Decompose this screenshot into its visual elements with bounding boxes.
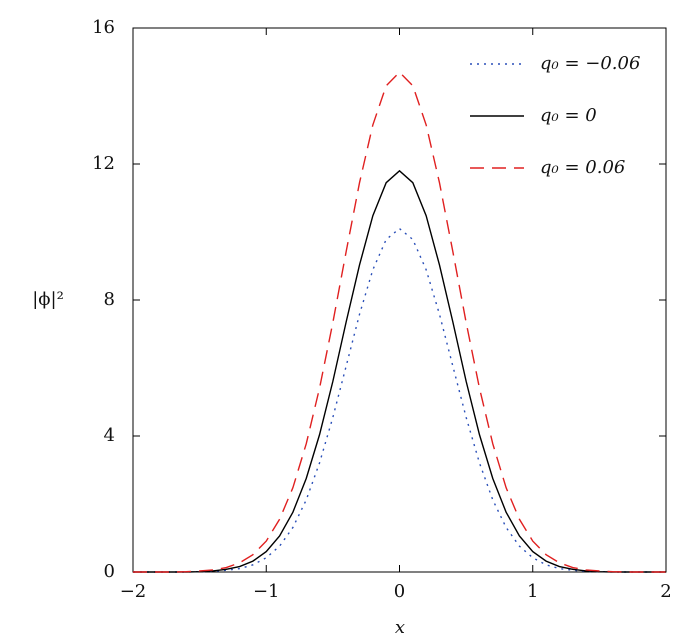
legend-label: q₀ = 0: [540, 105, 597, 126]
y-axis-label: |ϕ|²: [32, 289, 64, 310]
x-tick-label: 1: [527, 581, 538, 602]
x-tick-label: −2: [120, 581, 147, 602]
x-tick-label: 0: [394, 581, 405, 602]
y-tick-label: 12: [92, 153, 115, 174]
series-line: [133, 71, 666, 573]
series-line: [133, 227, 666, 573]
y-tick-label: 8: [104, 289, 115, 310]
legend-label: q₀ = −0.06: [540, 53, 640, 74]
series-line: [133, 169, 666, 573]
y-tick-label: 4: [104, 425, 115, 446]
x-axis-label: x: [395, 617, 405, 638]
x-tick-label: −1: [253, 581, 280, 602]
x-tick-label: 2: [660, 581, 671, 602]
y-tick-label: 16: [92, 17, 115, 38]
legend-label: q₀ = 0.06: [540, 157, 625, 178]
y-tick-label: 0: [104, 561, 115, 582]
